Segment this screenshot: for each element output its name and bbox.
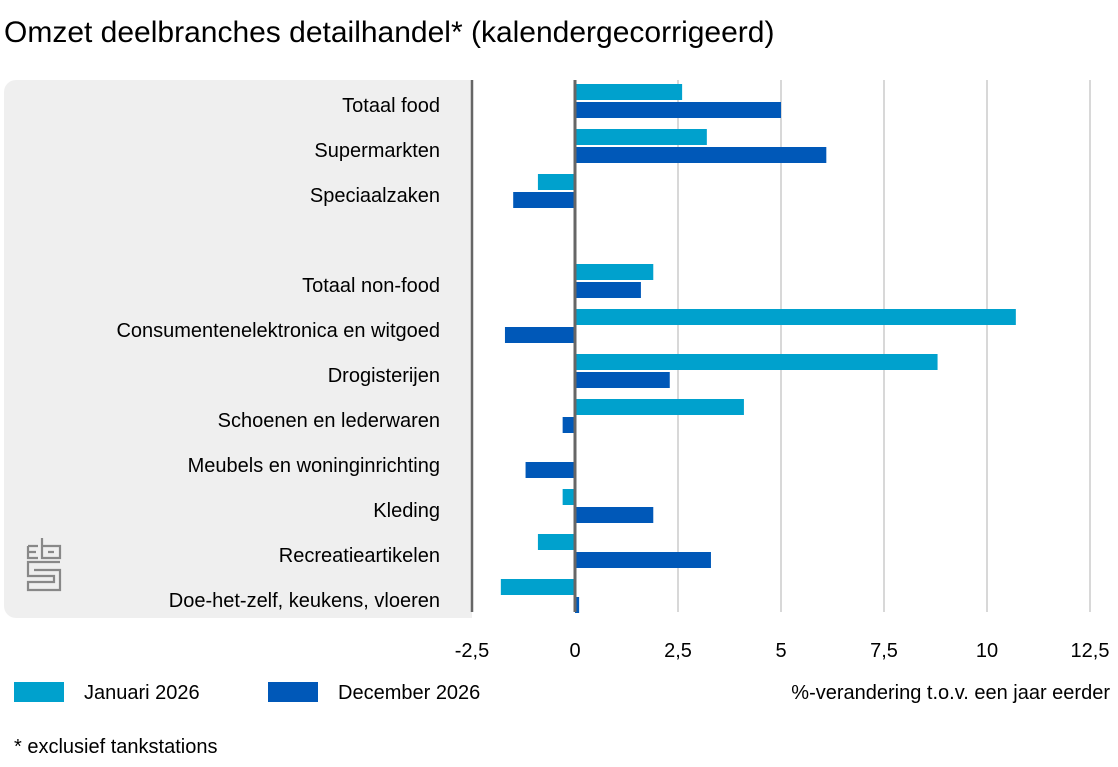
x-axis-label: %-verandering t.o.v. een jaar eerder [791,682,1110,704]
bar-december [575,507,654,523]
category-label: Speciaalzaken [310,185,440,207]
legend-swatch [14,682,64,702]
bar-december [575,597,580,613]
bar-december [504,327,575,343]
category-label: Doe-het-zelf, keukens, vloeren [169,590,440,612]
category-label: Recreatieartikelen [279,545,440,567]
bar-december [525,462,575,478]
bar-januari [575,399,744,415]
x-tick-label: 5 [775,640,786,662]
bar-januari [537,534,575,550]
x-tick-label: 12,5 [1071,640,1110,662]
category-label: Supermarkten [314,140,440,162]
legend-label: Januari 2026 [84,682,200,704]
bar-januari [575,84,683,100]
category-label: Consumentenelektronica en witgoed [116,320,440,342]
category-label: Drogisterijen [328,365,440,387]
bar-december [575,552,711,568]
legend-swatch [268,682,318,702]
bar-december [513,192,575,208]
x-tick-label: -2,5 [455,640,489,662]
chart-title: Omzet deelbranches detailhandel* (kalend… [4,16,774,49]
x-tick-label: 10 [976,640,998,662]
bar-januari [575,354,938,370]
label-panel [4,80,524,618]
bar-december [575,147,827,163]
bar-januari [537,174,575,190]
category-label: Totaal food [342,95,440,117]
cbs-logo [26,538,62,592]
legend-label: December 2026 [338,682,480,704]
x-tick-label: 2,5 [664,640,692,662]
category-label: Meubels en woninginrichting [188,455,440,477]
x-tick-label: 7,5 [870,640,898,662]
bar-december [575,372,670,388]
category-label: Kleding [373,500,440,522]
category-label: Totaal non-food [302,275,440,297]
bar-januari [575,264,654,280]
bar-januari [500,579,575,595]
bar-januari [562,489,575,505]
bar-december [575,102,781,118]
category-label: Schoenen en lederwaren [218,410,440,432]
x-tick-label: 0 [569,640,580,662]
bar-december [575,282,641,298]
bar-januari [575,309,1016,325]
footnote: * exclusief tankstations [14,736,217,758]
bar-januari [575,129,707,145]
bar-december [562,417,575,433]
